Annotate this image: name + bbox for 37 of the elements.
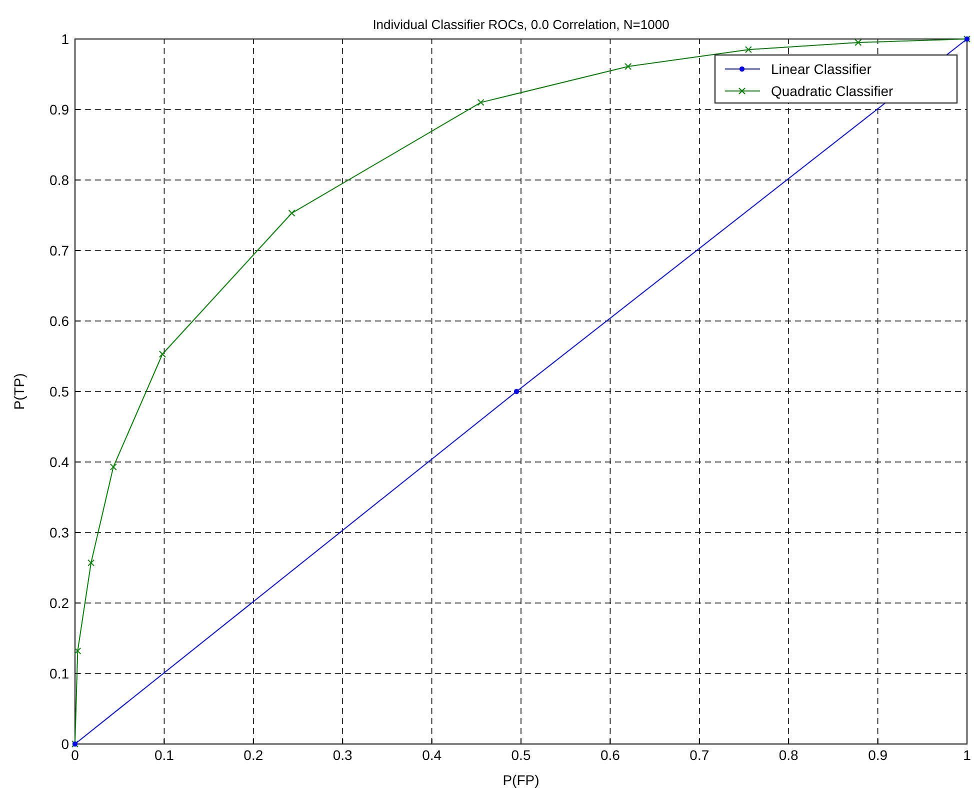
x-tick-label: 0.9 [868, 747, 888, 763]
y-axis-title: P(TP) [11, 373, 27, 410]
y-tick-label: 0.3 [50, 524, 70, 540]
point [854, 39, 862, 46]
y-tick-label: 0.5 [50, 384, 70, 400]
y-tick-label: 0.7 [50, 242, 70, 258]
y-tick-label: 0.1 [50, 666, 70, 682]
x-tick-label: 1 [963, 747, 972, 763]
y-tick-label: 0 [61, 736, 70, 752]
legend-label: Linear Classifier [771, 61, 872, 77]
y-tick-label: 0.2 [50, 595, 70, 611]
x-tick-label: 0.1 [154, 747, 174, 763]
y-tick-label: 0.6 [50, 313, 70, 329]
x-axis-title: P(FP) [502, 772, 540, 788]
point [477, 98, 484, 106]
point [624, 62, 632, 70]
point [514, 388, 520, 394]
x-tick-label: 0.7 [690, 747, 710, 763]
chart-title: Individual Classifier ROCs, 0.0 Correlation, N=1000 [372, 17, 670, 32]
y-tick-label: 1 [61, 31, 70, 47]
point [88, 559, 95, 566]
point [74, 647, 82, 654]
point [110, 463, 117, 470]
x-tick-label: 0.2 [244, 747, 264, 763]
x-tick-label: 0.5 [511, 747, 531, 763]
x-tick-label: 0.6 [600, 747, 620, 763]
x-tick-label: 0 [71, 747, 80, 763]
point [744, 46, 752, 54]
point [288, 210, 296, 217]
point [158, 350, 166, 358]
legend-label: Quadratic Classifier [771, 83, 894, 99]
x-tick-label: 0.8 [778, 747, 799, 763]
y-tick-label: 0.4 [50, 454, 70, 470]
y-tick-label: 0.8 [50, 172, 70, 188]
x-tick-label: 0.4 [422, 747, 442, 763]
x-tick-label: 0.3 [332, 747, 353, 763]
y-tick-label: 0.9 [50, 102, 70, 118]
